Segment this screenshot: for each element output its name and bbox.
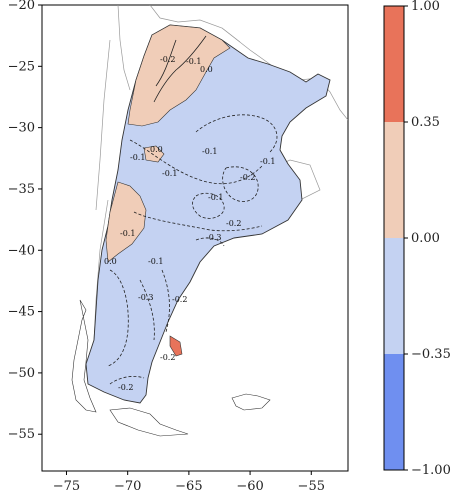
x-tick-label: −55 <box>298 479 325 494</box>
border-coast-pacific <box>95 39 111 211</box>
positive-anomaly-coast <box>169 335 183 357</box>
y-tick-label: −55 <box>8 427 35 442</box>
contour-label: -0.2 <box>240 173 255 182</box>
map-axes: -0.2 -0.1 0.0 0.0 -0.1 -0.1 -0.1 -0.2 -0… <box>8 0 349 494</box>
zero-contours <box>153 35 207 103</box>
contour-label: -0.1 <box>120 229 135 238</box>
positive-anomaly-small <box>143 145 165 163</box>
contour-label: -0.2 <box>172 295 187 304</box>
border-chile-bolivia <box>117 5 131 91</box>
colorbar: −1.00 −0.35 0.00 0.35 1.00 <box>383 0 451 478</box>
contour-label: -0.3 <box>138 293 153 302</box>
contour-line-10 <box>109 376 145 385</box>
y-tick-label: −40 <box>8 243 35 258</box>
contour-label: -0.1 <box>186 57 201 66</box>
contour-label: -0.2 <box>226 219 241 228</box>
colorbar-band <box>384 122 404 238</box>
colorbar-ticks: −1.00 −0.35 0.00 0.35 1.00 <box>404 0 451 478</box>
falkland-islands <box>231 393 271 411</box>
colorbar-tick-label: 1.00 <box>411 0 440 14</box>
contour-label: 0.0 <box>104 257 117 266</box>
colorbar-band <box>384 354 404 470</box>
chile-archipelago <box>71 299 97 413</box>
contour-label: -0.1 <box>130 153 145 162</box>
contour-label: -0.2 <box>118 383 133 392</box>
contour-line-6 <box>195 237 225 247</box>
tierra-del-fuego <box>109 407 189 437</box>
contour-line-9 <box>161 269 170 333</box>
y-axis: −20 −25 −30 −35 −40 −45 −50 −55 <box>8 0 42 442</box>
colorbar-tick-label: 0.00 <box>411 231 440 246</box>
contour-label: -0.1 <box>162 169 177 178</box>
contour-label: -0.1 <box>260 157 275 166</box>
islands <box>71 299 271 437</box>
contour-label: -0.3 <box>206 233 221 242</box>
colorbar-bands <box>384 6 404 470</box>
colorbar-tick-label: 0.35 <box>411 115 440 130</box>
contour-line-7 <box>107 269 129 367</box>
contour-line-4 <box>192 192 225 219</box>
contour-label: -0.2 <box>160 353 175 362</box>
contour-label: -0.2 <box>160 55 175 64</box>
y-tick-label: −30 <box>8 121 35 136</box>
contour-label: -0.1 <box>148 257 163 266</box>
contour-label: 0.0 <box>200 65 213 74</box>
y-tick-label: −20 <box>8 0 35 13</box>
contour-line-2 <box>129 139 263 185</box>
colorbar-band <box>384 6 404 122</box>
zero-contour-1 <box>153 35 207 103</box>
zero-contour-2 <box>155 39 177 87</box>
colorbar-tick-label: −1.00 <box>411 463 451 478</box>
contour-line-8 <box>139 279 155 341</box>
contour-line-1 <box>195 114 278 153</box>
positive-anomaly-northwest <box>127 24 231 127</box>
colorbar-tick-label: −0.35 <box>411 347 451 362</box>
x-tick-label: −75 <box>53 479 80 494</box>
contour-line-5 <box>133 211 263 232</box>
contour-label: -0.1 <box>208 193 223 202</box>
y-tick-label: −35 <box>8 182 35 197</box>
contour-labels: -0.2 -0.1 0.0 0.0 -0.1 -0.1 -0.1 -0.2 -0… <box>104 55 275 392</box>
colorbar-band <box>384 238 404 354</box>
y-tick-label: −25 <box>8 59 35 74</box>
y-tick-label: −50 <box>8 366 35 381</box>
contour-label: 0.0 <box>150 145 163 154</box>
x-axis: −75 −70 −65 −60 −55 <box>53 471 325 494</box>
contour-label: -0.1 <box>202 147 217 156</box>
contour-line-3 <box>222 166 259 202</box>
negative-contours <box>107 114 278 385</box>
y-tick-label: −45 <box>8 305 35 320</box>
x-tick-label: −65 <box>175 479 202 494</box>
positive-anomaly-andes <box>105 181 147 263</box>
x-tick-label: −60 <box>236 479 263 494</box>
x-tick-label: −70 <box>114 479 141 494</box>
